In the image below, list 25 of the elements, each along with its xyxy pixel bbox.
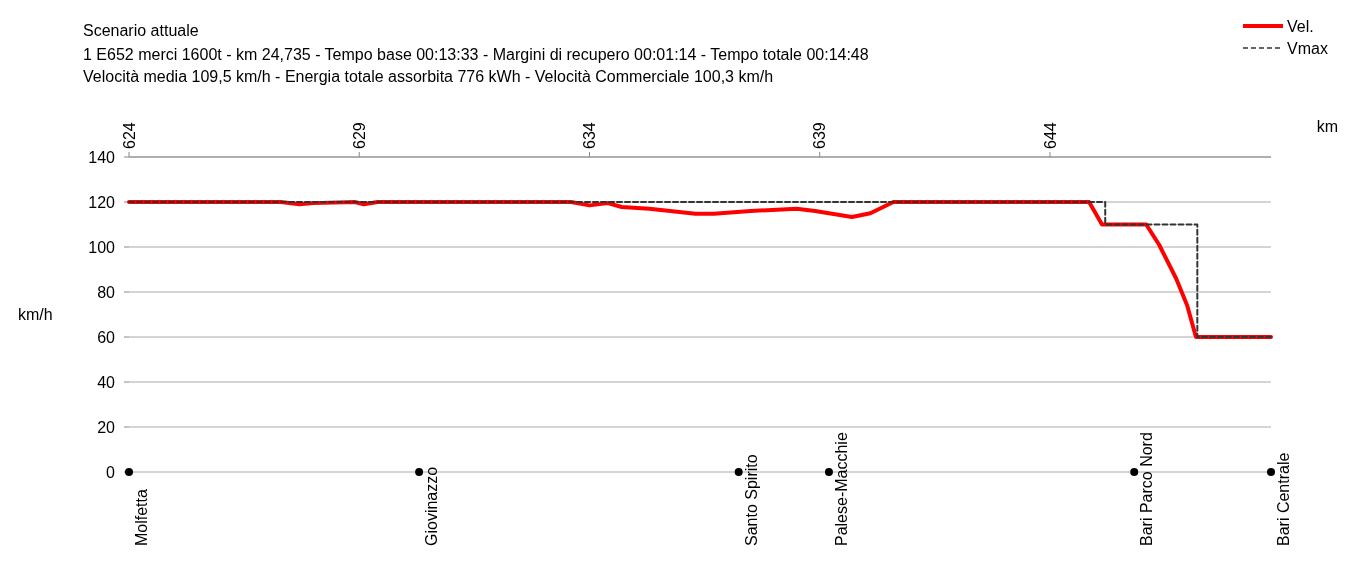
- x-tick-label: 639: [811, 122, 829, 149]
- annotation: Bari Centrale: [1275, 452, 1292, 546]
- x-tick-label: 644: [1041, 122, 1059, 149]
- y-axis-title: km/h: [18, 306, 53, 324]
- annotation: Bari Parco Nord: [1138, 432, 1156, 546]
- y-tick-label: 100: [88, 238, 116, 256]
- chart-subtitle: 1 E652 merci 1600t - km 24,735 - Tempo base 00:13:33 - Margini di recupero 00:01:14 - Tempo totale 00:14:48 Velocità media 109,5 km/h - Energia totale assorbita 776 kWh - Velocità Commerciale 100,3 km/h: [83, 46, 869, 85]
- y-tick-label: 20: [97, 418, 116, 436]
- y-tick-label: 40: [97, 373, 116, 391]
- annotation: Giovinazzo: [423, 466, 441, 546]
- chart-title: Scenario attuale: [83, 22, 199, 39]
- annotation: Molfetta: [133, 488, 150, 546]
- x-tick-label: 624: [120, 122, 138, 149]
- y-tick-label: 0: [106, 463, 116, 481]
- y-tick-label: 120: [88, 193, 116, 211]
- y-tick-label: 140: [88, 148, 116, 166]
- annotation: Santo Spirito: [742, 454, 760, 546]
- y-tick-label: 60: [97, 328, 116, 346]
- legend-label: Vel.: [1287, 17, 1314, 35]
- x-tick-label: 629: [350, 122, 368, 149]
- x-tick-label: 634: [581, 122, 599, 149]
- y-tick-label: 80: [97, 283, 116, 301]
- x-axis-title: km: [1316, 118, 1338, 135]
- annotation: Palese-Macchie: [832, 432, 850, 546]
- legend-label: Vmax: [1287, 39, 1328, 57]
